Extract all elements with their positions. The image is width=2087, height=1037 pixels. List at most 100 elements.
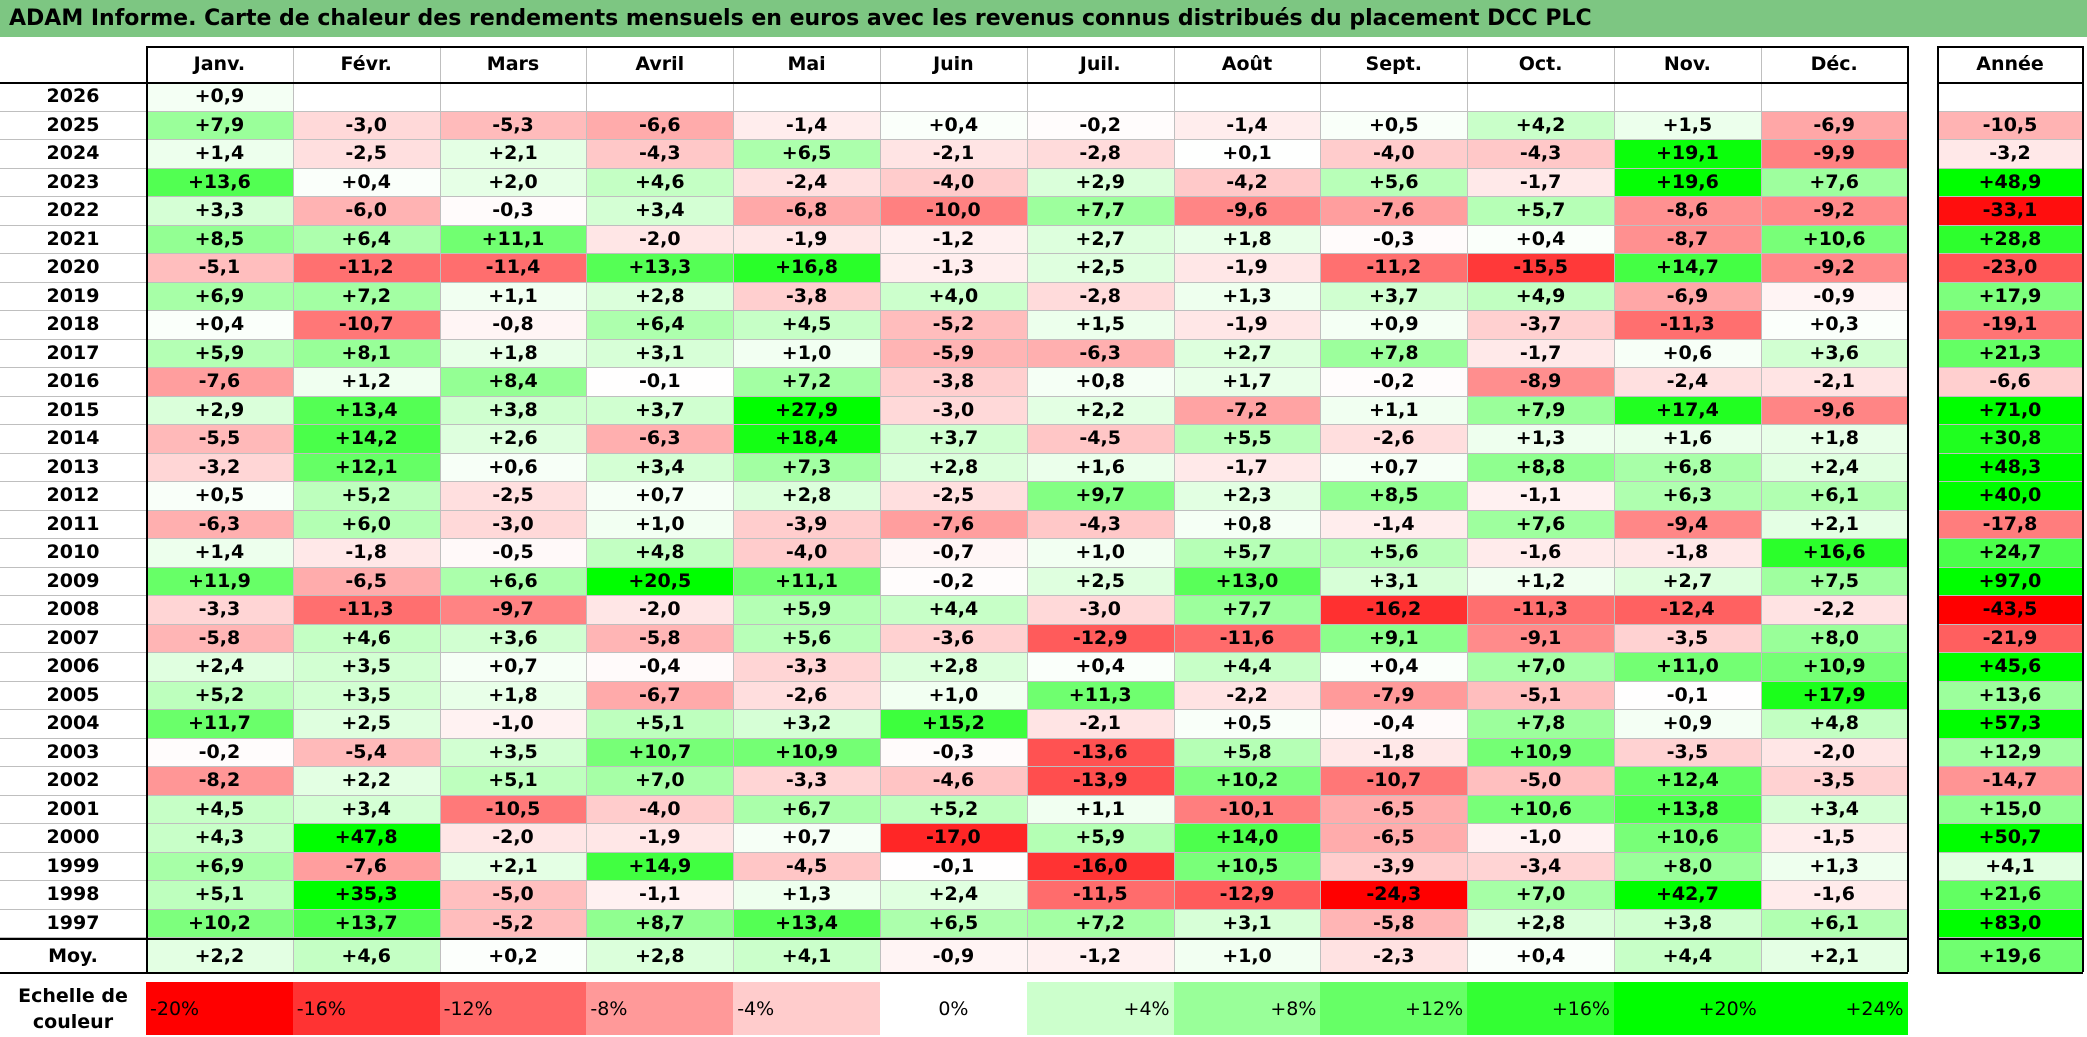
heatmap-cell: +2,1: [439, 139, 587, 168]
heatmap-cell: -1,9: [1173, 253, 1321, 282]
heatmap-cell: -9,9: [1760, 139, 1908, 168]
annual-cell: -23,0: [1937, 253, 2083, 282]
heatmap-cell: +1,6: [1614, 424, 1761, 453]
heatmap-cell: +7,7: [1173, 595, 1321, 624]
table-border: [1906, 46, 1909, 972]
grid-line: [1937, 310, 2083, 311]
heatmap-cell: +8,0: [1760, 623, 1908, 652]
annual-cell: +24,7: [1937, 538, 2083, 567]
heatmap-cell: +14,9: [586, 851, 734, 880]
heatmap-cell: +1,2: [1467, 566, 1614, 595]
table-border: [146, 46, 1908, 48]
color-scale-swatch: +12%: [1320, 982, 1468, 1035]
year-label: 2019: [46, 284, 100, 307]
grid-line: [0, 481, 1908, 482]
heatmap-cell: +7,2: [1026, 908, 1174, 937]
heatmap-cell: +10,9: [1760, 652, 1908, 681]
table-border: [146, 46, 148, 972]
heatmap-cell: -5,2: [880, 310, 1027, 339]
heatmap-cell: -1,9: [1173, 310, 1321, 339]
grid-line: [1937, 623, 2083, 625]
heatmap-cell: +10,2: [1173, 766, 1321, 795]
heatmap-cell: +1,8: [1760, 424, 1908, 453]
heatmap-cell: [586, 82, 734, 111]
heatmap-cell: -16,2: [1320, 595, 1468, 624]
heatmap-cell: -4,3: [586, 139, 734, 168]
grid-line: [0, 538, 1908, 539]
year-label: 2001: [46, 797, 100, 820]
grid-line: [1937, 139, 2083, 140]
annual-cell: +57,3: [1937, 709, 2083, 738]
heatmap-cell: -2,0: [1760, 737, 1908, 766]
heatmap-cell: +10,6: [1467, 794, 1614, 823]
heatmap-cell: +27,9: [733, 395, 880, 424]
average-cell: +1,0: [1173, 940, 1321, 972]
heatmap-cell: -6,3: [146, 509, 293, 538]
heatmap-cell: -0,4: [586, 652, 734, 681]
month-header: Août: [1221, 52, 1273, 75]
month-header: Oct.: [1518, 52, 1563, 75]
heatmap-cell: -4,0: [1320, 139, 1468, 168]
heatmap-cell: -0,2: [1026, 110, 1174, 139]
grid-line: [439, 46, 441, 972]
color-scale-swatch: -4%: [733, 982, 880, 1035]
heatmap-cell: +1,2: [292, 367, 440, 396]
heatmap-cell: +2,6: [439, 424, 587, 453]
heatmap-cell: -3,9: [733, 509, 880, 538]
heatmap-cell: +2,8: [733, 481, 880, 510]
heatmap-cell: +1,5: [1026, 310, 1174, 339]
heatmap-cell: +0,4: [1467, 224, 1614, 253]
heatmap-cell: -6,5: [1320, 823, 1468, 852]
heatmap-cell: [1173, 82, 1321, 111]
heatmap-cell: [1467, 82, 1614, 111]
heatmap-cell: -3,0: [880, 395, 1027, 424]
month-header: Janv.: [193, 52, 246, 75]
heatmap-cell: +7,6: [1760, 167, 1908, 196]
heatmap-cell: +3,1: [586, 338, 734, 367]
heatmap-cell: -11,3: [1614, 310, 1761, 339]
heatmap-cell: +2,1: [1760, 509, 1908, 538]
heatmap-cell: -5,1: [1467, 680, 1614, 709]
heatmap-cell: +2,7: [1026, 224, 1174, 253]
heatmap-cell: +1,3: [733, 880, 880, 909]
heatmap-cell: +10,9: [1467, 737, 1614, 766]
heatmap-cell: +6,1: [1760, 908, 1908, 937]
year-label: 2020: [46, 256, 100, 279]
grid-line: [1467, 46, 1469, 972]
year-label: 2018: [46, 313, 100, 336]
month-header: Févr.: [340, 52, 392, 75]
heatmap-cell: +10,2: [146, 908, 293, 937]
grid-line: [0, 424, 1908, 425]
table-border: [2082, 46, 2084, 972]
heatmap-cell: +0,7: [439, 652, 587, 681]
grid-line: [1937, 737, 2083, 739]
heatmap-cell: +2,5: [1026, 566, 1174, 595]
grid-line: [0, 766, 1908, 767]
heatmap-cell: -6,6: [586, 110, 734, 139]
heatmap-cell: +2,4: [146, 652, 293, 681]
heatmap-cell: -6,9: [1760, 110, 1908, 139]
heatmap-cell: -4,0: [880, 167, 1027, 196]
grid-line: [0, 680, 1908, 682]
heatmap-cell: -3,0: [439, 509, 587, 538]
heatmap-cell: -11,3: [292, 595, 440, 624]
heatmap-cell: -7,6: [1320, 196, 1468, 225]
heatmap-cell: +8,5: [1320, 481, 1468, 510]
annual-cell: +83,0: [1937, 908, 2083, 937]
grid-line: [1760, 46, 1762, 972]
heatmap-cell: -3,0: [1026, 595, 1174, 624]
heatmap-cell: -3,8: [733, 281, 880, 310]
heatmap-cell: +2,8: [880, 452, 1027, 481]
heatmap-cell: -3,3: [733, 766, 880, 795]
heatmap-cell: +18,4: [733, 424, 880, 453]
heatmap-cell: +1,0: [586, 509, 734, 538]
annual-cell: +50,7: [1937, 823, 2083, 852]
chart-title: ADAM Informe. Carte de chaleur des rende…: [0, 0, 2087, 37]
heatmap-cell: -6,8: [733, 196, 880, 225]
heatmap-cell: -5,4: [292, 737, 440, 766]
heatmap-cell: +17,4: [1614, 395, 1761, 424]
heatmap-cell: -3,4: [1467, 851, 1614, 880]
heatmap-cell: +8,5: [146, 224, 293, 253]
heatmap-cell: +2,3: [1173, 481, 1321, 510]
grid-line: [0, 110, 1908, 112]
